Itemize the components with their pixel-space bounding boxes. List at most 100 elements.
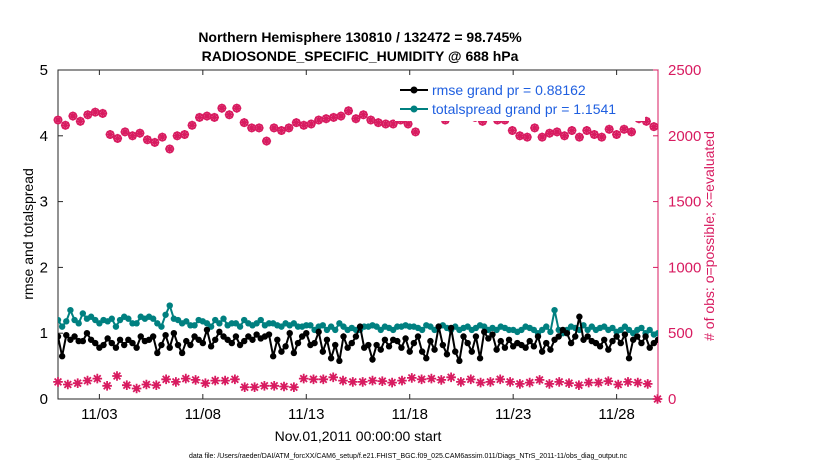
totalspread-point: [654, 330, 658, 337]
obs-possible-cross: [276, 126, 286, 135]
obs-evaluated-point: [652, 394, 663, 404]
obs-evaluated-point: [131, 383, 142, 394]
obs-possible-cross: [574, 132, 584, 142]
totalspread-point: [551, 306, 558, 314]
obs-possible-cross: [560, 131, 569, 141]
rmse-point: [621, 331, 629, 338]
rmse-point: [613, 333, 620, 340]
obs-evaluated-point: [416, 374, 427, 385]
rmse-point: [344, 344, 351, 351]
obs-possible-cross: [619, 124, 629, 134]
rmse-point: [282, 343, 289, 350]
rmse-point: [162, 331, 169, 339]
totalspread-point: [112, 323, 120, 330]
obs-possible-cross: [105, 130, 115, 139]
rmse-point: [522, 344, 529, 351]
rmse-point: [423, 355, 430, 362]
obs-possible-cross: [545, 128, 555, 138]
obs-possible-cross: [478, 116, 488, 126]
obs-evaluated-point: [308, 374, 319, 385]
rmse-point: [269, 353, 277, 360]
rmse-point: [567, 339, 575, 347]
obs-possible-cross: [75, 116, 85, 126]
rmse-point: [646, 344, 653, 351]
rmse-point: [199, 339, 207, 347]
rmse-point: [563, 330, 571, 337]
rmse-point: [58, 353, 66, 360]
obs-evaluated-point: [603, 376, 614, 386]
obs-evaluated-point: [505, 377, 515, 387]
rmse-point: [447, 324, 455, 332]
rmse-point: [402, 335, 409, 342]
obs-evaluated-point: [338, 375, 348, 386]
obs-evaluated-point: [151, 380, 162, 390]
rmse-point: [133, 344, 140, 351]
rmse-point: [501, 344, 509, 351]
totalspread-point: [67, 306, 74, 314]
rmse-point: [555, 333, 562, 340]
totalspread-point: [58, 316, 62, 324]
rmse-point: [377, 346, 384, 353]
rmse-point: [410, 339, 418, 347]
totalspread-point: [191, 322, 198, 329]
rmse-point: [178, 349, 186, 357]
series-layer: [53, 95, 663, 404]
obs-evaluated-point: [279, 381, 289, 392]
rmse-point: [472, 333, 480, 340]
obs-possible-cross: [552, 127, 562, 137]
obs-possible-cross: [299, 120, 309, 130]
x-tick-label: 11/23: [495, 406, 531, 423]
obs-evaluated-point: [171, 377, 181, 387]
obs-possible-cross: [604, 124, 614, 134]
obs-possible-cross: [224, 110, 234, 120]
totalspread-point: [547, 328, 554, 336]
x-tick-label: 11/08: [185, 406, 221, 423]
rmse-point: [493, 346, 500, 353]
obs-possible-cross: [314, 115, 324, 125]
legend-box: [395, 79, 645, 121]
rmse-point: [149, 333, 157, 340]
rmse-point: [79, 337, 87, 345]
rmse-point: [605, 346, 612, 353]
obs-possible-cross: [232, 103, 242, 113]
obs-possible-cross: [641, 116, 651, 126]
obs-evaluated-point: [613, 379, 623, 390]
rmse-point: [129, 339, 136, 347]
rmse-point: [534, 333, 542, 340]
obs-evaluated-point: [466, 374, 476, 385]
obs-evaluated-point: [141, 379, 152, 390]
obs-possible-cross: [180, 130, 190, 139]
rmse-point: [137, 333, 144, 340]
obs-possible-cross: [649, 122, 659, 132]
obs-evaluated-series: [53, 371, 663, 404]
obs-possible-cross: [165, 144, 175, 154]
obs-evaluated-point: [122, 380, 132, 390]
obs-possible-cross: [403, 119, 413, 129]
obs-possible-cross: [195, 112, 204, 122]
obs-evaluated-point: [230, 374, 240, 385]
obs-evaluated-point: [357, 377, 368, 387]
rmse-point: [538, 348, 546, 355]
obs-possible-cross: [254, 123, 264, 133]
obs-possible-cross: [172, 131, 182, 141]
obs-evaluated-point: [72, 378, 83, 388]
rmse-point: [638, 339, 645, 347]
totalspread-point: [133, 320, 140, 327]
obs-possible-cross: [120, 127, 130, 137]
rmse-point: [427, 337, 434, 345]
obs-evaluated-point: [259, 381, 270, 391]
totalspread-point: [63, 318, 70, 325]
obs-possible-cross: [98, 108, 108, 118]
obs-possible-cross: [157, 132, 167, 142]
rmse-point: [365, 341, 372, 349]
rmse-point: [596, 343, 604, 350]
obs-evaluated-point: [485, 377, 496, 387]
y-tick-label-left: 0: [40, 391, 48, 408]
rmse-point: [547, 346, 554, 353]
obs-evaluated-point: [249, 382, 260, 392]
obs-evaluated-point: [63, 379, 73, 390]
rmse-point: [183, 337, 190, 345]
rmse-point: [526, 337, 533, 345]
obs-possible-cross: [381, 119, 391, 129]
rmse-point: [576, 313, 583, 320]
